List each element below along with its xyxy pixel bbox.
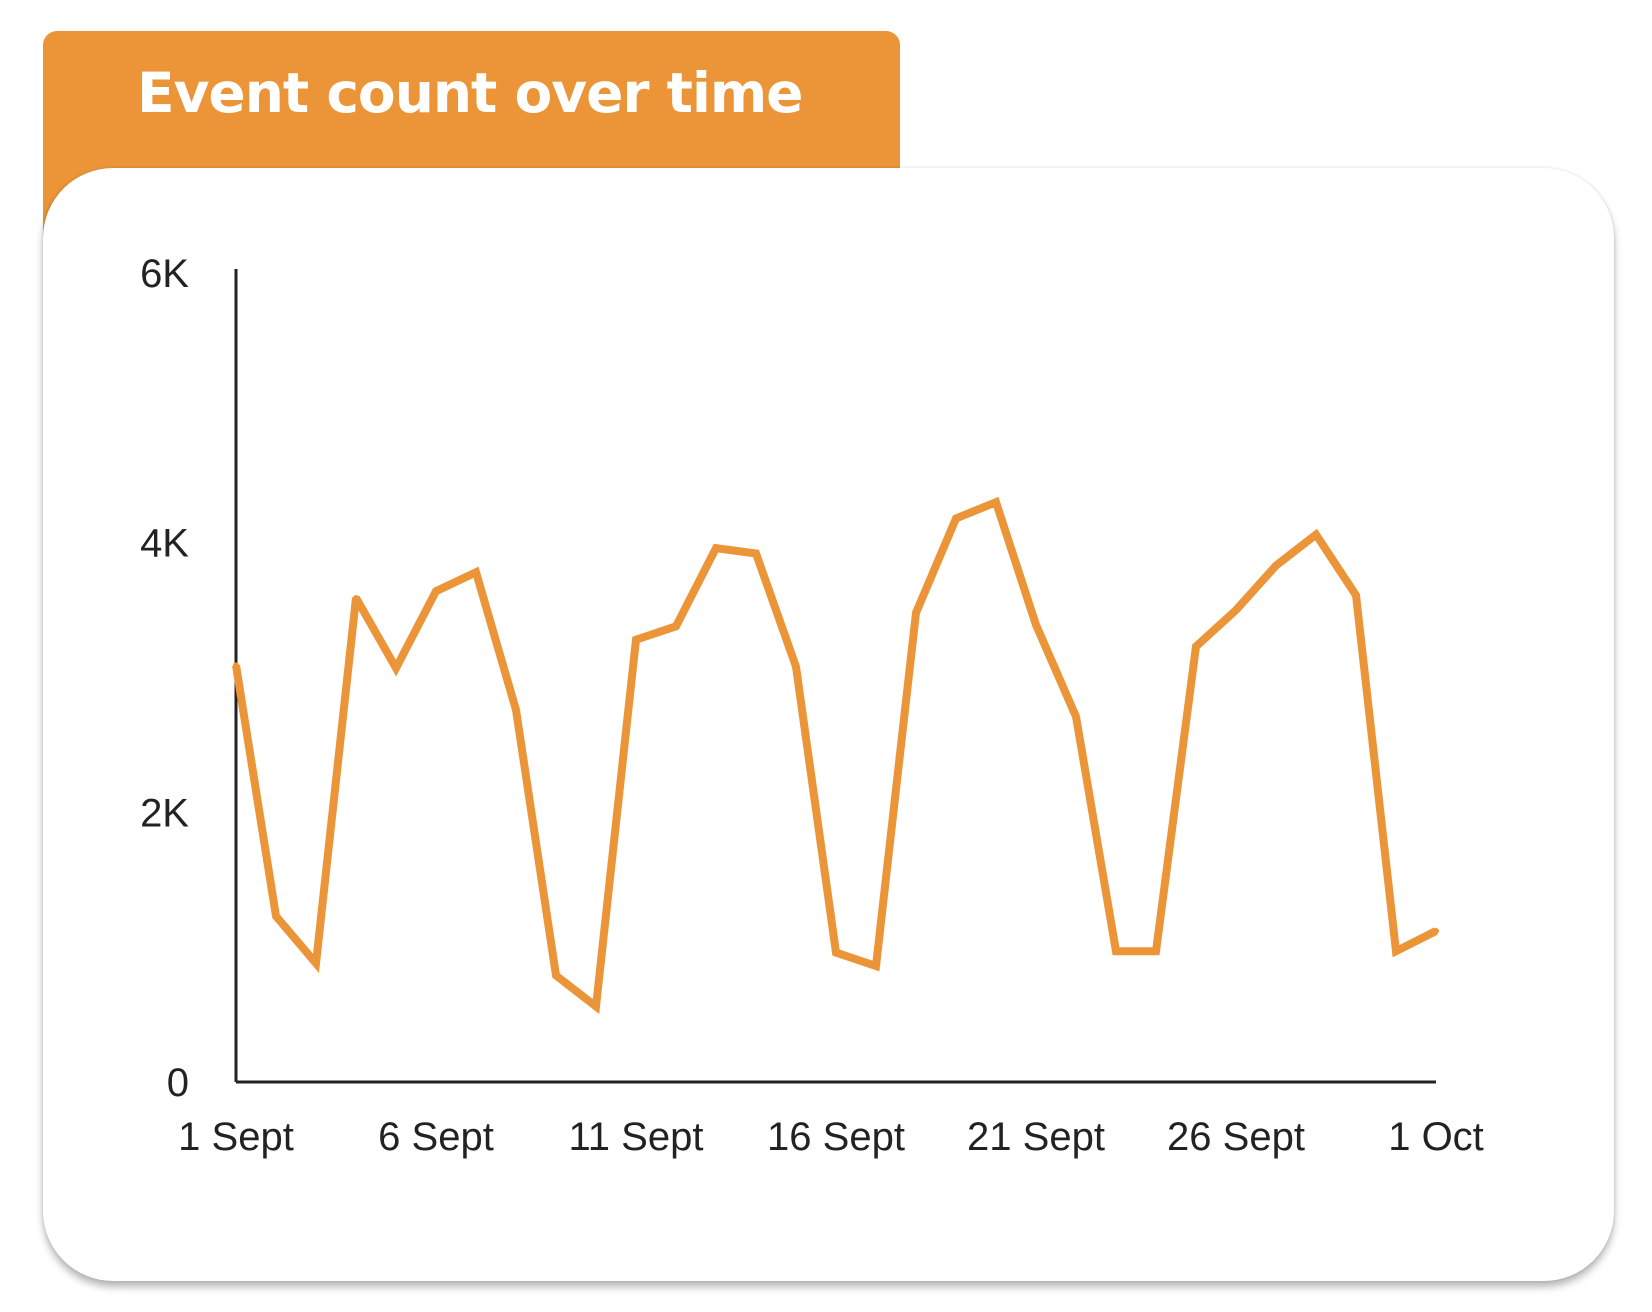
data-point (953, 515, 959, 522)
data-point (513, 706, 519, 713)
series-layer (232, 496, 1439, 1015)
data-point (273, 913, 279, 920)
y-axis-tick-labels: 0 2K 4K 6K (140, 252, 189, 1105)
x-tick-label: 6 Sept (378, 1115, 494, 1159)
data-point (1033, 621, 1039, 628)
data-point (1113, 948, 1119, 955)
x-tick-label: 26 Sept (1167, 1115, 1305, 1159)
data-point (1073, 713, 1079, 720)
data-point (553, 972, 559, 979)
data-point (1233, 607, 1239, 614)
y-tick-label: 4K (140, 522, 189, 566)
data-point (473, 569, 479, 576)
data-point (1353, 592, 1359, 599)
data-point (233, 662, 239, 669)
x-tick-label: 1 Sept (178, 1115, 294, 1159)
x-tick-label: 21 Sept (967, 1115, 1105, 1159)
chart-axes (234, 269, 1436, 1084)
data-point (1273, 562, 1279, 569)
data-point (753, 550, 759, 557)
y-tick-label: 0 (167, 1061, 189, 1105)
line-chart: 0 2K 4K 6K 1 Sept 6 Sept 11 Sept 16 Sept 21 Sep… (140, 252, 1484, 1159)
data-point (633, 636, 639, 643)
x-axis-tick-labels: 1 Sept 6 Sept 11 Sept 16 Sept 21 Sept 26 Sept… (178, 1115, 1484, 1159)
x-tick-label: 11 Sept (569, 1115, 704, 1159)
data-point (793, 663, 799, 670)
data-point (593, 1003, 599, 1010)
data-point (673, 623, 679, 630)
data-point (313, 960, 319, 967)
data-point (433, 588, 439, 595)
data-point (393, 665, 399, 672)
chart-title: Event count over time (137, 61, 803, 125)
y-tick-label: 6K (140, 252, 189, 296)
data-point (713, 545, 719, 552)
x-tick-label: 16 Sept (767, 1115, 905, 1159)
x-tick-label: 1 Oct (1388, 1115, 1484, 1159)
data-point (1153, 948, 1159, 955)
chart-card: 0 2K 4K 6K 1 Sept 6 Sept 11 Sept 16 Sept 21 Sep… (43, 168, 1614, 1281)
data-point (833, 949, 839, 956)
data-point (353, 594, 359, 601)
data-point (1393, 948, 1399, 955)
data-point (1313, 531, 1319, 538)
data-point (1433, 927, 1439, 934)
series-line (232, 496, 1438, 1015)
y-tick-label: 2K (140, 791, 189, 835)
data-point (993, 499, 999, 506)
data-point (1193, 643, 1199, 650)
data-point (913, 609, 919, 616)
data-point (873, 963, 879, 970)
